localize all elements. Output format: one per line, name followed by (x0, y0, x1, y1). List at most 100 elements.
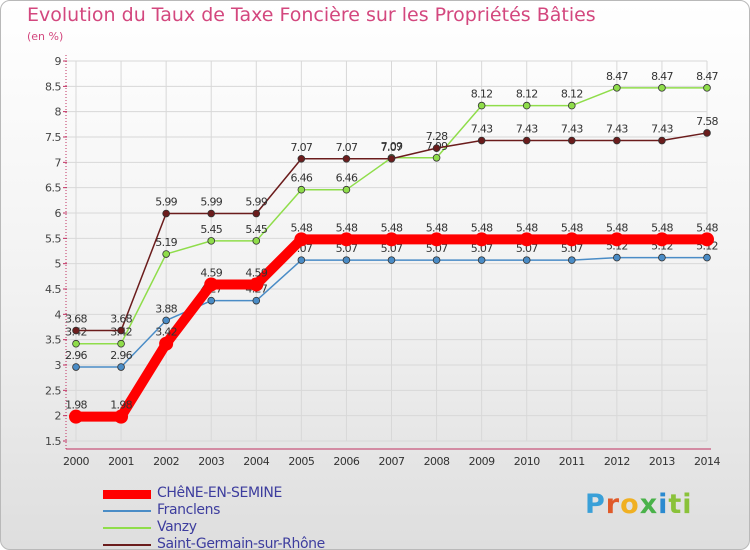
data-label-saint-germain-sur-rh-ne: 7.43 (651, 123, 673, 136)
point-franclens (117, 363, 125, 371)
data-label-vanzy: 8.12 (471, 88, 493, 101)
chart-subtitle: (en %) (27, 30, 64, 43)
x-tick-label: 2006 (333, 455, 359, 468)
point-ch-ne-en-semine (69, 409, 83, 424)
y-tick-label: 3.5 (45, 334, 61, 347)
y-tick-label: 8.5 (45, 80, 61, 93)
y-tick-label: 7 (55, 156, 62, 169)
x-tick-label: 2009 (469, 455, 495, 468)
data-label-vanzy: 5.45 (245, 223, 267, 236)
data-label-franclens: 5.07 (426, 242, 448, 255)
data-label-vanzy: 8.12 (561, 88, 583, 101)
x-tick-label: 2014 (694, 455, 720, 468)
data-label-saint-germain-sur-rh-ne: 7.28 (426, 130, 448, 143)
point-ch-ne-en-semine (159, 336, 174, 351)
point-franclens (342, 256, 351, 264)
point-ch-ne-en-semine (519, 232, 534, 247)
data-label-ch-ne-en-semine: 5.48 (336, 221, 358, 234)
data-label-ch-ne-en-semine: 5.48 (291, 221, 313, 234)
y-tick-label: 9 (55, 55, 62, 68)
point-saint-germain-sur-rh-ne (162, 209, 170, 218)
x-tick-label: 2008 (424, 455, 450, 468)
data-label-ch-ne-en-semine: 1.98 (110, 399, 132, 412)
legend-label-vanzy: Vanzy (157, 519, 197, 535)
data-label-ch-ne-en-semine: 1.98 (65, 399, 87, 412)
legend-label-saint-germain-sur-rhone: Saint-Germain-sur-Rhône (157, 536, 325, 550)
data-label-ch-ne-en-semine: 4.59 (200, 266, 222, 279)
legend-label-franclens: Franclens (157, 502, 221, 518)
point-ch-ne-en-semine (429, 232, 444, 247)
point-franclens (522, 256, 531, 264)
legend-item-vanzy: Vanzy (103, 519, 363, 537)
data-label-ch-ne-en-semine: 5.48 (606, 221, 628, 234)
point-vanzy (297, 185, 306, 194)
point-ch-ne-en-semine (700, 232, 714, 247)
data-label-saint-germain-sur-rh-ne: 5.99 (155, 196, 177, 209)
y-tick-label: 1.5 (45, 435, 61, 448)
y-tick-label: 7.5 (45, 131, 61, 144)
chart-title: Evolution du Taux de Taxe Foncière sur l… (27, 4, 596, 26)
data-label-vanzy: 8.47 (696, 70, 718, 83)
data-label-ch-ne-en-semine: 5.48 (471, 221, 493, 234)
data-label-saint-germain-sur-rh-ne: 7.43 (516, 123, 538, 136)
point-ch-ne-en-semine (114, 409, 129, 424)
point-saint-germain-sur-rh-ne (252, 209, 261, 218)
y-tick-label: 5 (55, 258, 62, 271)
proxiti-logo: Proxiti (585, 489, 693, 520)
point-franclens (162, 316, 170, 325)
point-saint-germain-sur-rh-ne (613, 136, 621, 145)
point-saint-germain-sur-rh-ne (432, 144, 441, 152)
point-franclens (207, 296, 216, 305)
data-label-saint-germain-sur-rh-ne: 3.68 (65, 313, 87, 326)
point-saint-germain-sur-rh-ne (477, 136, 486, 145)
data-label-saint-germain-sur-rh-ne: 7.43 (606, 123, 628, 136)
y-tick-label: 6.5 (45, 182, 61, 195)
x-tick-label: 2012 (604, 455, 630, 468)
data-label-saint-germain-sur-rh-ne: 7.43 (561, 123, 583, 136)
legend-swatch-franclens (103, 510, 151, 512)
point-franclens (252, 296, 261, 305)
y-tick-label: 2.5 (45, 384, 61, 397)
data-label-vanzy: 6.46 (336, 172, 358, 185)
data-label-saint-germain-sur-rh-ne: 7.07 (291, 141, 313, 154)
y-tick-label: 8 (55, 106, 62, 119)
legend-swatch-vanzy (103, 527, 151, 529)
point-vanzy (613, 84, 621, 92)
data-label-franclens: 2.96 (65, 349, 87, 362)
data-label-vanzy: 7.09 (381, 140, 403, 153)
point-saint-germain-sur-rh-ne (522, 136, 531, 145)
point-franclens (72, 363, 80, 371)
data-label-vanzy: 5.45 (200, 223, 222, 236)
legend-label-chene-en-semine: CHêNE-EN-SEMINE (157, 485, 282, 501)
point-vanzy (477, 101, 486, 110)
data-label-vanzy: 8.12 (516, 88, 538, 101)
point-saint-germain-sur-rh-ne (297, 154, 306, 163)
point-vanzy (72, 339, 80, 348)
point-franclens (297, 256, 306, 264)
x-tick-label: 2010 (514, 455, 540, 468)
x-tick-label: 2013 (649, 455, 675, 468)
data-label-vanzy: 8.47 (651, 70, 673, 83)
data-label-franclens: 5.07 (516, 242, 538, 255)
data-label-ch-ne-en-semine: 5.48 (381, 221, 403, 234)
data-label-saint-germain-sur-rh-ne: 5.99 (245, 196, 267, 209)
data-label-saint-germain-sur-rh-ne: 7.43 (471, 123, 493, 136)
point-ch-ne-en-semine (474, 232, 489, 247)
point-vanzy (162, 250, 170, 258)
data-label-franclens: 5.07 (336, 242, 358, 255)
y-tick-label: 2 (55, 410, 62, 423)
x-tick-label: 2000 (63, 455, 89, 468)
y-tick-label: 4.5 (45, 283, 61, 296)
point-saint-germain-sur-rh-ne (342, 154, 351, 163)
data-label-ch-ne-en-semine: 5.48 (561, 221, 583, 234)
point-vanzy (703, 84, 711, 92)
x-tick-label: 2003 (198, 455, 224, 468)
data-label-ch-ne-en-semine: 5.48 (696, 221, 718, 234)
x-tick-label: 2001 (108, 455, 134, 468)
y-tick-label: 4 (55, 308, 62, 321)
point-saint-germain-sur-rh-ne (207, 209, 216, 218)
point-ch-ne-en-semine (249, 277, 264, 292)
point-franclens (477, 256, 486, 264)
point-saint-germain-sur-rh-ne (703, 129, 711, 137)
